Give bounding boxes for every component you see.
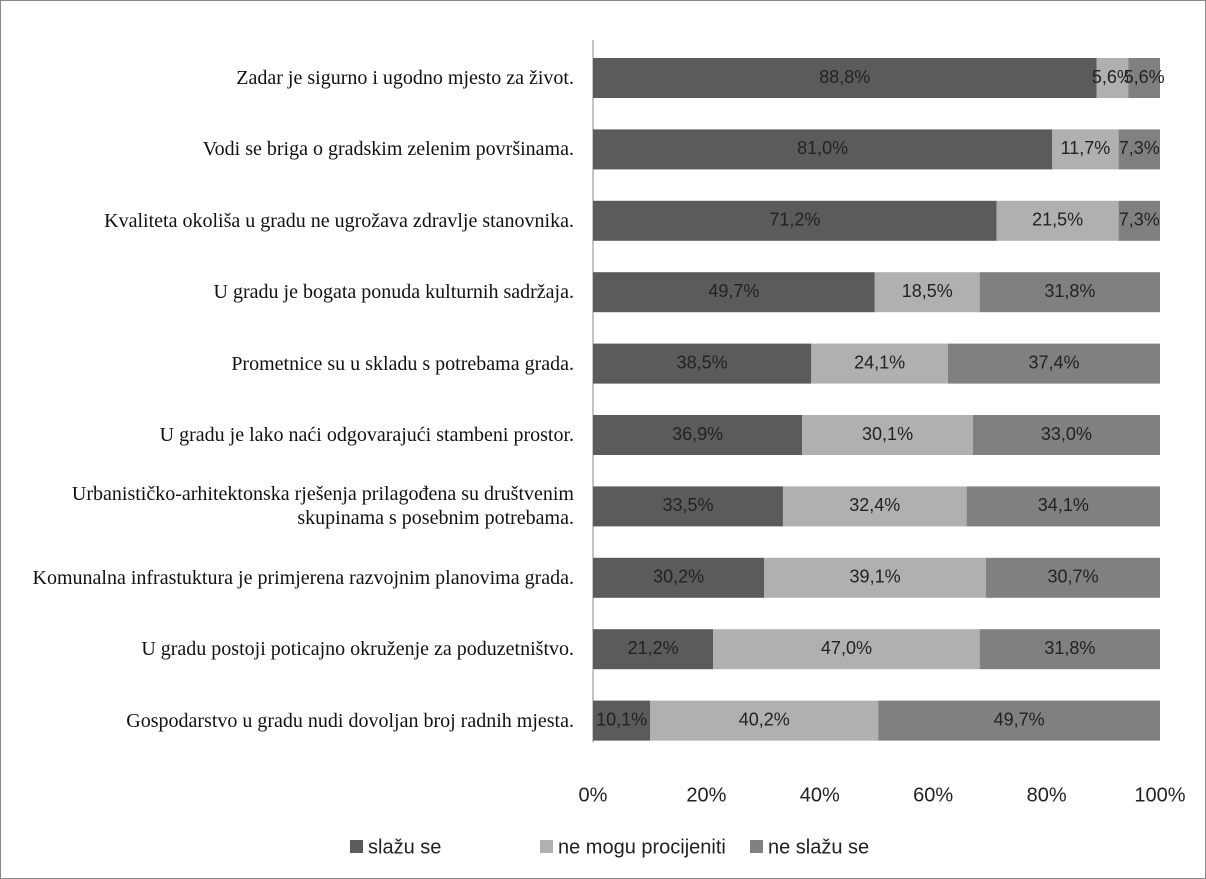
value-label: 5,6% bbox=[1092, 67, 1133, 87]
value-label: 32,4% bbox=[849, 495, 900, 515]
x-tick-label: 40% bbox=[800, 784, 840, 806]
value-label: 21,2% bbox=[628, 638, 679, 658]
bar-segment bbox=[593, 343, 812, 384]
bar-segment bbox=[996, 200, 1119, 241]
bar-segment bbox=[713, 629, 980, 670]
value-label: 49,7% bbox=[708, 281, 759, 301]
category-label: Komunalna infrastuktura je primjerena ra… bbox=[32, 566, 574, 589]
bar-segment bbox=[878, 700, 1160, 741]
value-label: 24,1% bbox=[854, 352, 905, 372]
bar-segment bbox=[979, 272, 1160, 313]
value-label: 33,0% bbox=[1041, 424, 1092, 444]
legend-label: ne slažu se bbox=[768, 836, 869, 858]
value-label: 5,6% bbox=[1124, 67, 1165, 87]
bar-segment bbox=[874, 272, 980, 313]
category-label: Zadar je sigurno i ugodno mjesto za živo… bbox=[236, 67, 574, 89]
value-label: 34,1% bbox=[1038, 495, 1089, 515]
category-label: Gospodarstvo u gradu nudi dovoljan broj … bbox=[126, 709, 574, 732]
legend-swatch bbox=[750, 840, 763, 853]
value-label: 30,7% bbox=[1047, 567, 1098, 587]
category-label: U gradu je bogata ponuda kulturnih sadrž… bbox=[213, 281, 574, 304]
bar-segment bbox=[650, 700, 879, 741]
x-tick-label: 0% bbox=[579, 784, 608, 806]
value-label: 38,5% bbox=[677, 352, 728, 372]
bar-segment bbox=[985, 557, 1160, 598]
value-label: 11,7% bbox=[1061, 138, 1111, 158]
value-label: 30,1% bbox=[862, 424, 913, 444]
bar-segment bbox=[593, 629, 714, 670]
bar-segment bbox=[593, 129, 1053, 170]
bar-segment bbox=[1052, 129, 1119, 170]
value-label: 33,5% bbox=[662, 495, 713, 515]
legend-swatch bbox=[350, 840, 363, 853]
x-tick-label: 20% bbox=[686, 784, 726, 806]
bar-segment bbox=[593, 557, 765, 598]
bar-segment bbox=[972, 415, 1160, 455]
value-label: 49,7% bbox=[994, 709, 1045, 729]
bar-segment bbox=[979, 629, 1160, 670]
category-label: Vodi se briga o gradskim zelenim površin… bbox=[202, 138, 574, 161]
value-label: 31,8% bbox=[1044, 638, 1095, 658]
value-label: 88,8% bbox=[819, 67, 870, 87]
value-label: 7,3% bbox=[1119, 138, 1160, 158]
value-label: 71,2% bbox=[769, 210, 820, 230]
bar-segment bbox=[593, 486, 783, 527]
bar-segment bbox=[1096, 58, 1129, 98]
legend-label: slažu se bbox=[368, 836, 441, 858]
value-label: 10,1% bbox=[596, 709, 647, 729]
bar-segment bbox=[966, 486, 1160, 527]
value-label: 47,0% bbox=[821, 638, 872, 658]
value-label: 39,1% bbox=[850, 567, 901, 587]
category-label: U gradu je lako naći odgovarajući stambe… bbox=[159, 424, 574, 446]
value-label: 37,4% bbox=[1028, 352, 1079, 372]
bar-segment bbox=[593, 700, 651, 741]
bar-segment bbox=[593, 200, 997, 241]
value-label: 30,2% bbox=[653, 567, 704, 587]
bar-segment bbox=[1128, 58, 1160, 98]
bar-segment bbox=[1118, 200, 1160, 241]
category-label: U gradu postoji poticajno okruženje za p… bbox=[141, 638, 574, 661]
category-label: Prometnice su u skladu s potrebama grada… bbox=[231, 352, 574, 375]
x-tick-label: 80% bbox=[1027, 784, 1067, 806]
bar-segment bbox=[593, 58, 1097, 98]
legend-swatch bbox=[540, 840, 553, 853]
bar-segment bbox=[811, 343, 948, 384]
value-label: 40,2% bbox=[739, 709, 790, 729]
bar-segment bbox=[593, 415, 803, 455]
value-label: 31,8% bbox=[1044, 281, 1095, 301]
bar-segment bbox=[947, 343, 1160, 384]
bar-segment bbox=[782, 486, 967, 527]
value-label: 36,9% bbox=[672, 424, 723, 444]
value-label: 7,3% bbox=[1119, 210, 1160, 230]
category-label: Kvaliteta okoliša u gradu ne ugrožava zd… bbox=[104, 209, 574, 232]
bar-segment bbox=[593, 272, 875, 313]
category-label: Urbanističko-arhitektonska rješenja pril… bbox=[71, 483, 574, 530]
x-tick-label: 100% bbox=[1134, 784, 1185, 806]
value-label: 81,0% bbox=[797, 138, 848, 158]
bar-segment bbox=[802, 415, 973, 455]
legend-label: ne mogu procijeniti bbox=[558, 836, 726, 858]
x-tick-label: 60% bbox=[913, 784, 953, 806]
bar-segment bbox=[1118, 129, 1160, 170]
value-label: 21,5% bbox=[1032, 210, 1083, 230]
value-label: 18,5% bbox=[902, 281, 953, 301]
bar-segment bbox=[764, 557, 986, 598]
